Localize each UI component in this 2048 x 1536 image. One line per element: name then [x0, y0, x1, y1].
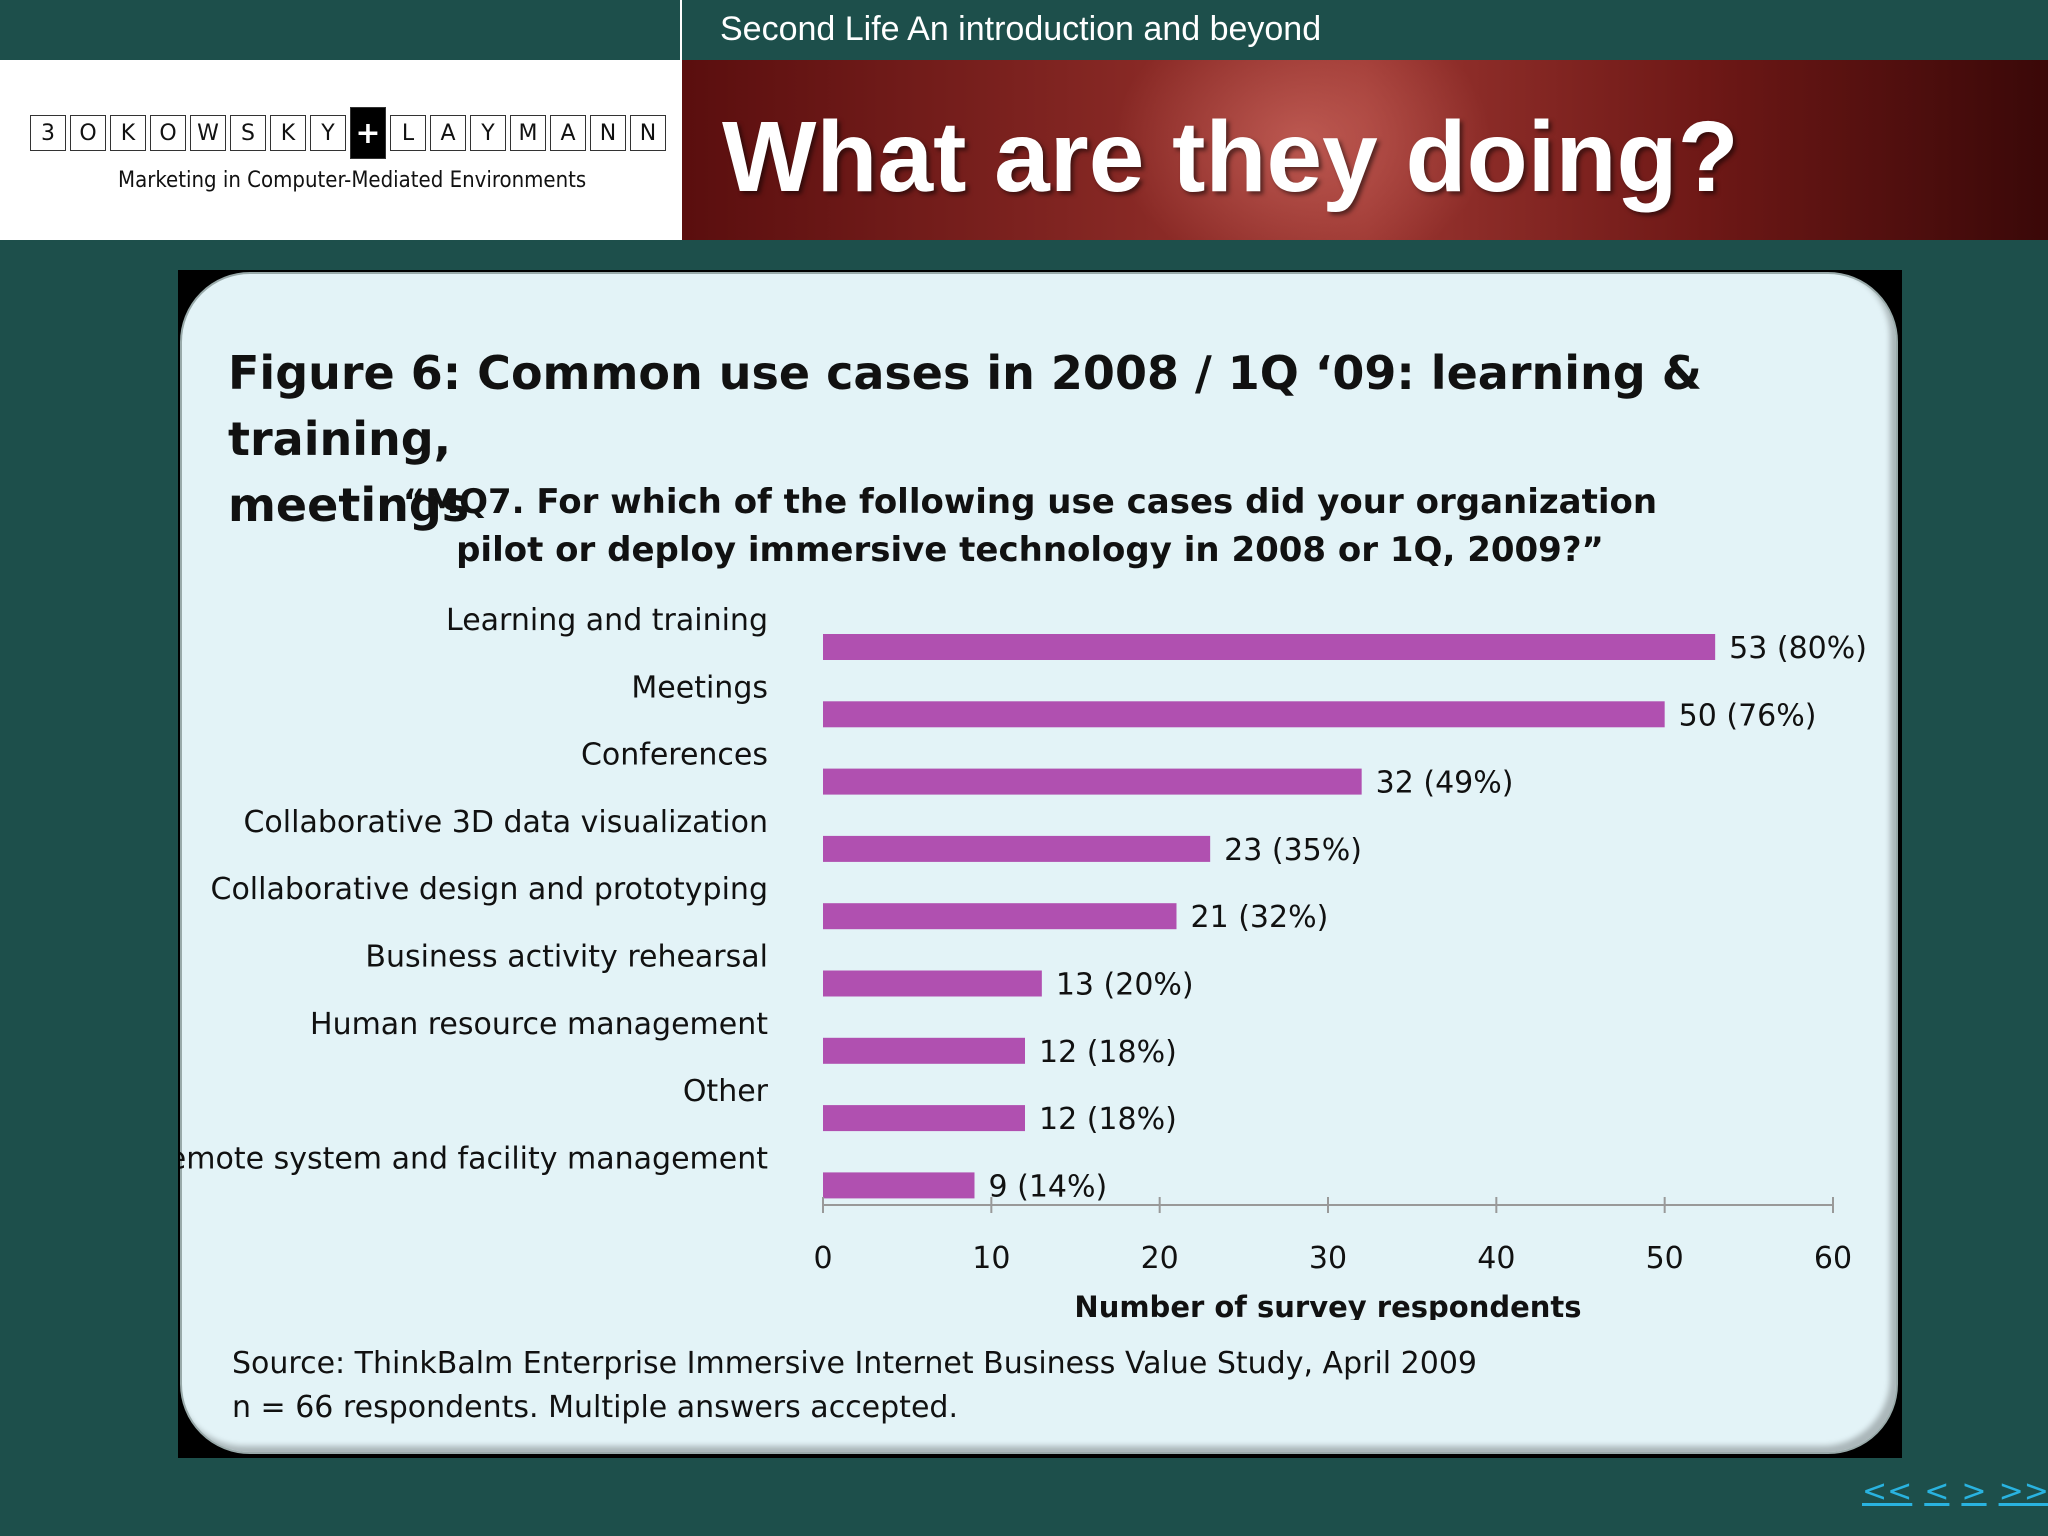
- category-label: Collaborative design and prototyping: [211, 872, 769, 907]
- category-label: Business activity rehearsal: [365, 940, 768, 975]
- nav-prev-link[interactable]: <: [1924, 1474, 1950, 1509]
- data-label: 53 (80%): [1729, 631, 1867, 666]
- logo-panel: 3 O K O W S K Y + L A Y M A N N Marketing in Computer-M…: [0, 60, 682, 240]
- logo-letter: A: [430, 115, 466, 151]
- x-tick-label: 10: [972, 1241, 1010, 1276]
- logo-letter: 3: [30, 115, 66, 151]
- slide-navigation: << < > >>: [1862, 1474, 2048, 1509]
- category-label: Human resource management: [310, 1007, 768, 1042]
- bar-chart: Learning and training 53 (80%) Meetings 50 …: [180, 603, 1867, 1320]
- bar: [823, 701, 1665, 728]
- x-tick-label: 20: [1141, 1241, 1179, 1276]
- bar: [823, 768, 1362, 795]
- x-tick-label: 0: [813, 1241, 832, 1276]
- category-label: Meetings: [631, 670, 768, 705]
- logo-letter: O: [70, 115, 106, 151]
- source-line2: n = 66 respondents. Multiple answers acc…: [232, 1390, 958, 1425]
- nav-last-link[interactable]: >>: [1998, 1474, 2048, 1509]
- x-axis-title: Number of survey respondents: [1074, 1290, 1581, 1320]
- title-banner: What are they doing?: [682, 60, 2048, 240]
- logo-letter: +: [350, 107, 386, 159]
- bar: [823, 835, 1211, 862]
- presentation-subtitle: Second Life An introduction and beyond: [720, 10, 1322, 48]
- x-tick-label: 50: [1646, 1241, 1684, 1276]
- header-divider: [680, 0, 682, 60]
- figure-title: Figure 6: Common use cases in 2008 / 1Q …: [228, 340, 1788, 538]
- bar: [823, 970, 1042, 997]
- source-note: Source: ThinkBalm Enterprise Immersive I…: [232, 1342, 1477, 1430]
- top-bar: Second Life An introduction and beyond: [0, 0, 2048, 60]
- logo-letter: K: [110, 115, 146, 151]
- slide-title: What are they doing?: [722, 101, 1739, 213]
- category-label: Collaborative 3D data visualization: [243, 805, 768, 840]
- figure-title-line1: Figure 6: Common use cases in 2008 / 1Q …: [228, 346, 1702, 466]
- data-label: 12 (18%): [1039, 1035, 1177, 1070]
- bar: [823, 634, 1716, 660]
- survey-question-line2: pilot or deploy immersive technology in …: [456, 530, 1604, 570]
- banner-glow: [1112, 60, 1492, 240]
- bar: [823, 1172, 975, 1199]
- data-label: 12 (18%): [1039, 1102, 1177, 1137]
- logo-letter: Y: [310, 115, 346, 151]
- logo-tagline: Marketing in Computer-Mediated Environme…: [118, 168, 587, 193]
- data-label: 13 (20%): [1056, 968, 1194, 1003]
- bar: [823, 1037, 1025, 1064]
- company-logo: 3 O K O W S K Y + L A Y M A N N: [30, 107, 670, 159]
- figure-title-line2: meetings: [228, 478, 470, 532]
- survey-question: “MQ7. For which of the following use cas…: [300, 478, 1760, 574]
- bar: [823, 1105, 1025, 1132]
- chart-card: [180, 272, 1898, 1454]
- bar: [823, 903, 1177, 930]
- logo-letter: W: [190, 115, 226, 151]
- category-label: Remote system and facility management: [180, 1141, 768, 1176]
- logo-letter: A: [550, 115, 586, 151]
- x-tick-label: 60: [1814, 1241, 1852, 1276]
- logo-letter: K: [270, 115, 306, 151]
- data-label: 32 (49%): [1376, 766, 1514, 801]
- logo-letter: N: [630, 115, 666, 151]
- category-label: Learning and training: [446, 603, 768, 638]
- nav-first-link[interactable]: <<: [1862, 1474, 1913, 1509]
- category-label: Other: [683, 1074, 769, 1109]
- data-label: 23 (35%): [1224, 833, 1362, 868]
- x-tick-label: 40: [1477, 1241, 1515, 1276]
- logo-letter: M: [510, 115, 546, 151]
- data-label: 50 (76%): [1679, 698, 1817, 733]
- x-tick-label: 30: [1309, 1241, 1347, 1276]
- logo-letter: O: [150, 115, 186, 151]
- survey-question-line1: “MQ7. For which of the following use cas…: [402, 482, 1658, 522]
- nav-next-link[interactable]: >: [1961, 1474, 1987, 1509]
- data-label: 9 (14%): [989, 1169, 1108, 1204]
- source-line1: Source: ThinkBalm Enterprise Immersive I…: [232, 1346, 1477, 1381]
- logo-letter: Y: [470, 115, 506, 151]
- logo-letter: S: [230, 115, 266, 151]
- logo-letter: L: [390, 115, 426, 151]
- logo-letter: N: [590, 115, 626, 151]
- data-label: 21 (32%): [1191, 900, 1329, 935]
- category-label: Conferences: [581, 738, 768, 773]
